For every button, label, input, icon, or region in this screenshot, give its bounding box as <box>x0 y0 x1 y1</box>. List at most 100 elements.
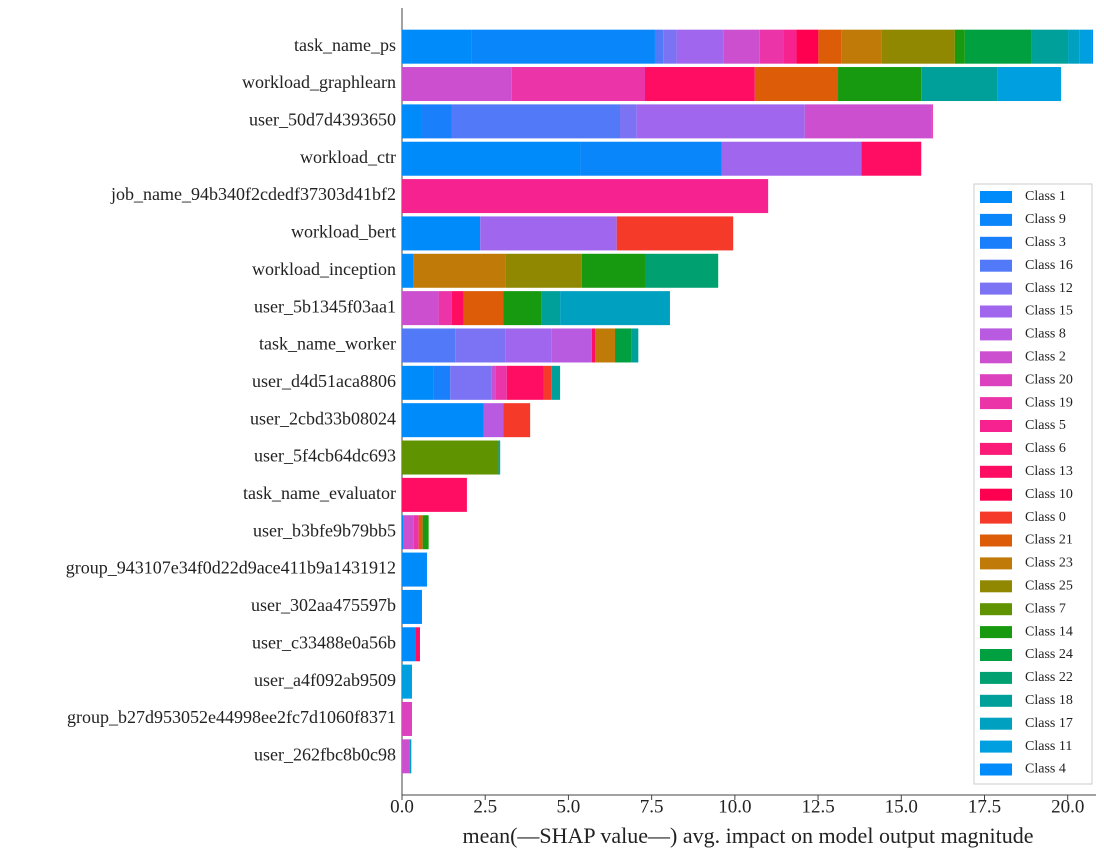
legend-swatch <box>980 465 1012 478</box>
bar-segment <box>506 365 544 400</box>
bar-segment <box>450 365 492 400</box>
x-tick-label: 0.0 <box>390 796 414 817</box>
legend-label: Class 8 <box>1025 327 1066 342</box>
bar-segment <box>402 440 499 475</box>
bar-segment <box>421 104 452 139</box>
bar-segment <box>861 141 922 176</box>
legend-label: Class 18 <box>1025 693 1073 708</box>
bar-segment <box>543 365 552 400</box>
bar-segment <box>1068 29 1080 64</box>
bar-segment <box>402 552 427 587</box>
legend-swatch <box>980 488 1012 501</box>
y-tick-label: user_5f4cb64dc693 <box>254 446 396 466</box>
bar-segment <box>881 29 955 64</box>
legend-label: Class 9 <box>1025 212 1066 227</box>
bar-segment <box>402 179 769 214</box>
legend-swatch <box>980 740 1012 753</box>
bar-segment <box>495 365 507 400</box>
x-tick-label: 7.5 <box>640 796 664 817</box>
bar-segment <box>455 328 506 363</box>
bar-segment <box>511 67 645 102</box>
x-axis-label: mean(—SHAP value—) avg. impact on model … <box>462 823 1033 848</box>
bar-segment <box>580 141 722 176</box>
bar-segment <box>418 515 423 550</box>
bar-segment <box>402 141 581 176</box>
bar-segment <box>463 291 504 326</box>
bar-segment <box>503 403 531 438</box>
bar-segment <box>551 328 592 363</box>
bar-segment <box>402 104 422 139</box>
bar-segment <box>402 664 412 699</box>
legend-swatch <box>980 603 1012 616</box>
bar-segment <box>413 253 506 288</box>
bar-segment <box>783 29 797 64</box>
bar-segment <box>581 253 645 288</box>
legend-swatch <box>980 717 1012 730</box>
legend-label: Class 24 <box>1025 647 1073 662</box>
bar-segment <box>402 739 410 774</box>
bar-segment <box>595 328 616 363</box>
y-tick-label: task_name_worker <box>259 334 396 354</box>
bar-segment <box>1079 29 1092 64</box>
bar-segment <box>402 253 414 288</box>
legend-label: Class 20 <box>1025 372 1073 387</box>
legend-swatch <box>980 213 1012 226</box>
bar-segment <box>964 29 1032 64</box>
y-tick-label: workload_bert <box>291 222 396 242</box>
bar-segment <box>491 365 496 400</box>
legend-swatch <box>980 259 1012 272</box>
bar-segment <box>402 589 422 624</box>
legend-label: Class 23 <box>1025 556 1073 571</box>
bar-segment <box>402 701 412 736</box>
legend-label: Class 14 <box>1025 624 1073 639</box>
bar-segment <box>931 104 933 139</box>
legend-label: Class 22 <box>1025 670 1073 685</box>
bar-segment <box>402 29 472 64</box>
bar-segment <box>841 29 882 64</box>
bar-segment <box>402 291 439 326</box>
y-tick-label: task_name_ps <box>294 35 396 55</box>
bar-segment <box>654 29 664 64</box>
legend-label: Class 6 <box>1025 441 1066 456</box>
x-tick-label: 12.5 <box>801 796 834 817</box>
legend-swatch <box>980 305 1012 318</box>
bar-segment <box>402 515 404 550</box>
bar-segment <box>997 67 1062 102</box>
bar-segment <box>471 29 655 64</box>
legend-swatch <box>980 351 1012 364</box>
bar-segment <box>403 515 414 550</box>
x-tick-label: 20.0 <box>1051 796 1084 817</box>
legend-label: Class 10 <box>1025 487 1073 502</box>
bar-segment <box>631 328 639 363</box>
bar-segment <box>804 104 932 139</box>
legend-swatch <box>980 328 1012 341</box>
legend-swatch <box>980 397 1012 410</box>
legend-swatch <box>980 649 1012 661</box>
x-tick-label: 17.5 <box>968 796 1001 817</box>
legend-label: Class 0 <box>1025 510 1066 525</box>
y-tick-label: user_2cbd33b08024 <box>250 408 396 428</box>
bar-segment <box>818 29 842 64</box>
legend-label: Class 16 <box>1025 258 1073 273</box>
bar-segment <box>505 253 582 288</box>
legend-label: Class 1 <box>1025 189 1066 204</box>
y-tick-label: user_a4f092ab9509 <box>254 670 396 690</box>
bar-segment <box>451 104 621 139</box>
legend-label: Class 2 <box>1025 350 1066 365</box>
bar-segment <box>402 403 484 438</box>
bar-segment <box>413 515 419 550</box>
bar-segment <box>505 328 552 363</box>
bar-segment <box>498 440 501 475</box>
legend-label: Class 15 <box>1025 304 1073 319</box>
legend-swatch <box>980 236 1012 249</box>
bar-segment <box>921 67 998 102</box>
bar-segment <box>663 29 677 64</box>
bar-segment <box>402 627 416 662</box>
legend-label: Class 19 <box>1025 395 1073 410</box>
legend-swatch <box>980 580 1012 593</box>
y-tick-label: user_50d7d4393650 <box>249 110 396 130</box>
bar-segment <box>402 328 456 363</box>
legend-swatch <box>980 626 1012 639</box>
y-tick-label: user_302aa475597b <box>251 595 396 615</box>
